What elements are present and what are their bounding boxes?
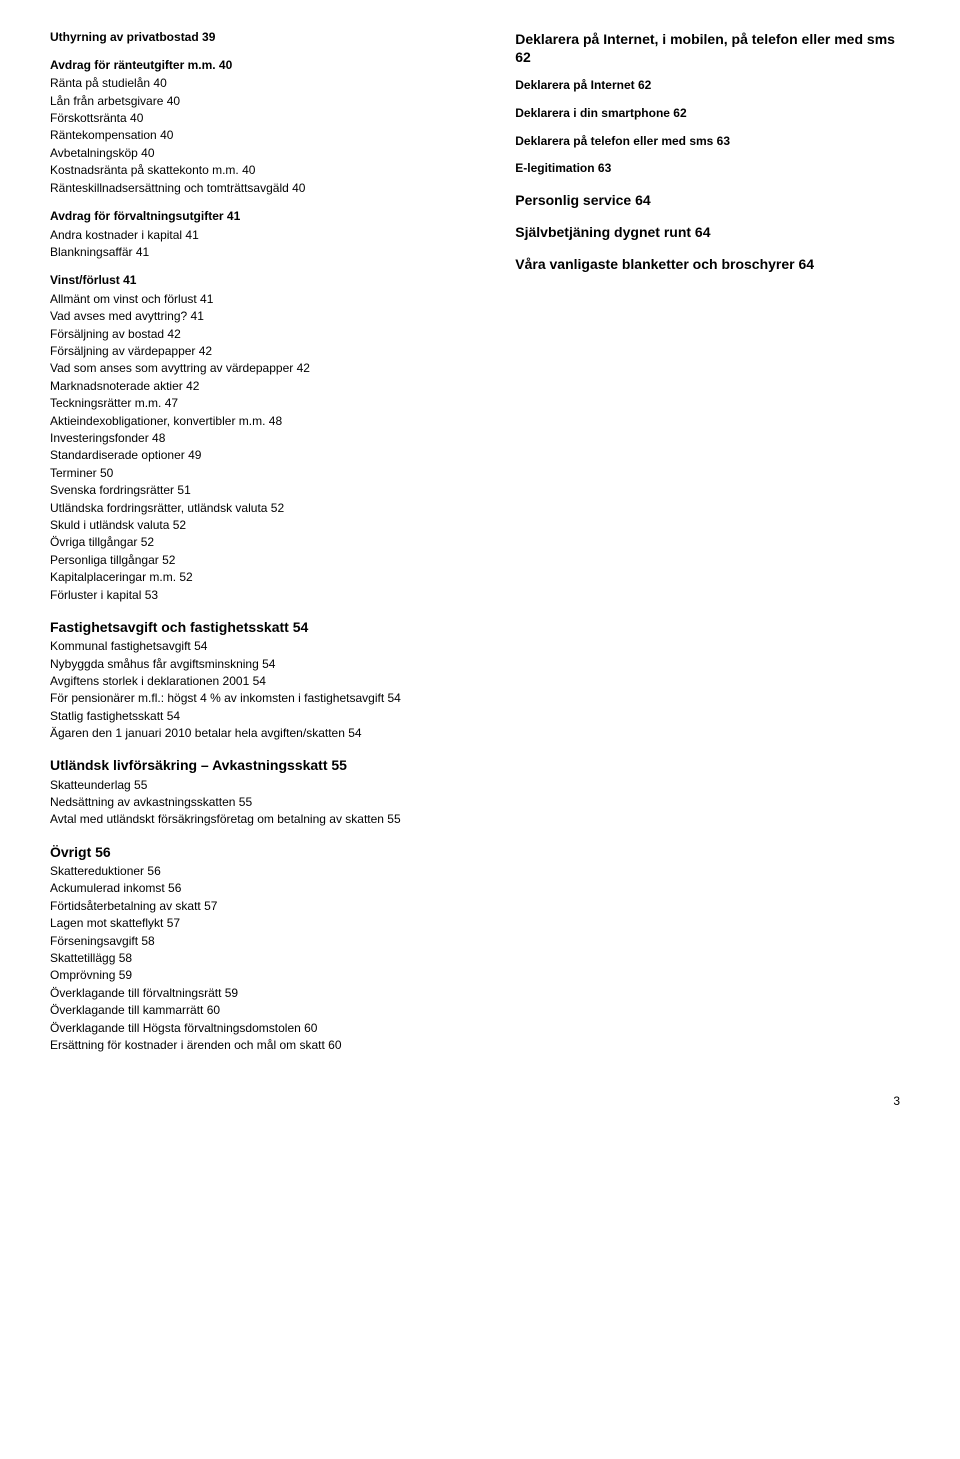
toc-entry: Allmänt om vinst och förlust 41 <box>50 291 475 308</box>
toc-entry: Personliga tillgångar 52 <box>50 552 475 569</box>
toc-heading: Avdrag för ränteutgifter m.m. 40 <box>50 58 475 74</box>
toc-entry: Ägaren den 1 januari 2010 betalar hela a… <box>50 725 475 742</box>
toc-entry: Skattereduktioner 56 <box>50 863 475 880</box>
toc-entry: Lagen mot skatteflykt 57 <box>50 915 475 932</box>
toc-heading: Deklarera på Internet 62 <box>515 78 900 94</box>
toc-heading: Självbetjäning dygnet runt 64 <box>515 223 900 241</box>
toc-entry: Försäljning av värdepapper 42 <box>50 343 475 360</box>
toc-entry: Vad som anses som avyttring av värdepapp… <box>50 360 475 377</box>
toc-entry: Standardiserade optioner 49 <box>50 447 475 464</box>
toc-heading: Avdrag för förvaltningsutgifter 41 <box>50 209 475 225</box>
toc-heading: Våra vanligaste blanketter och broschyre… <box>515 255 900 273</box>
page-number: 3 <box>0 1084 960 1128</box>
toc-entry: Räntekompensation 40 <box>50 127 475 144</box>
toc-entry: Skatteunderlag 55 <box>50 777 475 794</box>
toc-heading: Deklarera på telefon eller med sms 63 <box>515 134 900 150</box>
page-content: Uthyrning av privatbostad 39 Avdrag för r… <box>0 0 960 1084</box>
toc-entry: Förtidsåterbetalning av skatt 57 <box>50 898 475 915</box>
toc-entry: Överklagande till kammarrätt 60 <box>50 1002 475 1019</box>
toc-entry: Överklagande till förvaltningsrätt 59 <box>50 985 475 1002</box>
toc-entry: Förseningsavgift 58 <box>50 933 475 950</box>
toc-entry: Aktieindexobligationer, konvertibler m.m… <box>50 413 475 430</box>
toc-entry: Vad avses med avyttring? 41 <box>50 308 475 325</box>
toc-heading: Personlig service 64 <box>515 191 900 209</box>
toc-entry: Blankningsaffär 41 <box>50 244 475 261</box>
toc-entry: Teckningsrätter m.m. 47 <box>50 395 475 412</box>
toc-heading: Deklarera på Internet, i mobilen, på tel… <box>515 30 900 66</box>
toc-entry: Avbetalningsköp 40 <box>50 145 475 162</box>
toc-heading: Utländsk livförsäkring – Avkastningsskat… <box>50 756 475 774</box>
toc-entry: Terminer 50 <box>50 465 475 482</box>
toc-entry: Andra kostnader i kapital 41 <box>50 227 475 244</box>
toc-entry: Ränteskillnadsersättning och tomträttsav… <box>50 180 475 197</box>
toc-entry: Svenska fordringsrätter 51 <box>50 482 475 499</box>
toc-entry: Lån från arbetsgivare 40 <box>50 93 475 110</box>
toc-entry: Ackumulerad inkomst 56 <box>50 880 475 897</box>
toc-heading: Deklarera i din smartphone 62 <box>515 106 900 122</box>
toc-heading: Fastighetsavgift och fastighetsskatt 54 <box>50 618 475 636</box>
right-column: Deklarera på Internet, i mobilen, på tel… <box>515 30 900 1054</box>
toc-heading: Uthyrning av privatbostad 39 <box>50 30 475 46</box>
toc-entry: Kostnadsränta på skattekonto m.m. 40 <box>50 162 475 179</box>
toc-entry: Marknadsnoterade aktier 42 <box>50 378 475 395</box>
toc-heading: Vinst/förlust 41 <box>50 273 475 289</box>
toc-entry: För pensionärer m.fl.: högst 4 % av inko… <box>50 690 475 707</box>
toc-entry: Överklagande till Högsta förvaltningsdom… <box>50 1020 475 1037</box>
toc-entry: Investeringsfonder 48 <box>50 430 475 447</box>
toc-entry: Utländska fordringsrätter, utländsk valu… <box>50 500 475 517</box>
toc-entry: Statlig fastighetsskatt 54 <box>50 708 475 725</box>
toc-entry: Avtal med utländskt försäkringsföretag o… <box>50 811 475 828</box>
toc-heading: E-legitimation 63 <box>515 161 900 177</box>
toc-entry: Kommunal fastighetsavgift 54 <box>50 638 475 655</box>
toc-entry: Skuld i utländsk valuta 52 <box>50 517 475 534</box>
toc-entry: Förskottsränta 40 <box>50 110 475 127</box>
toc-entry: Ersättning för kostnader i ärenden och m… <box>50 1037 475 1054</box>
left-column: Uthyrning av privatbostad 39 Avdrag för r… <box>50 30 475 1054</box>
toc-entry: Nedsättning av avkastningsskatten 55 <box>50 794 475 811</box>
toc-entry: Skattetillägg 58 <box>50 950 475 967</box>
toc-entry: Förluster i kapital 53 <box>50 587 475 604</box>
toc-entry: Nybyggda småhus får avgiftsminskning 54 <box>50 656 475 673</box>
toc-entry: Kapitalplaceringar m.m. 52 <box>50 569 475 586</box>
toc-entry: Övriga tillgångar 52 <box>50 534 475 551</box>
toc-entry: Avgiftens storlek i deklarationen 2001 5… <box>50 673 475 690</box>
toc-entry: Ränta på studielån 40 <box>50 75 475 92</box>
toc-entry: Omprövning 59 <box>50 967 475 984</box>
toc-heading: Övrigt 56 <box>50 843 475 861</box>
toc-entry: Försäljning av bostad 42 <box>50 326 475 343</box>
